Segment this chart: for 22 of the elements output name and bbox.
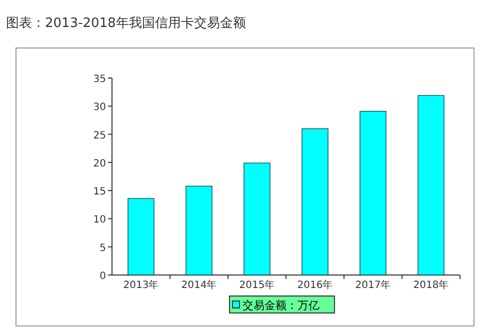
chart-title: 图表：2013-2018年我国信用卡交易金额: [6, 15, 246, 31]
bar: [186, 186, 212, 276]
bar: [302, 128, 328, 276]
y-tick-label: 20: [93, 158, 106, 170]
x-tick-label: 2016年: [297, 279, 333, 291]
y-tick-label: 30: [93, 102, 106, 114]
y-tick-label: 5: [100, 242, 106, 254]
y-tick-label: 0: [100, 271, 106, 282]
bar: [244, 162, 270, 276]
x-tick-label: 2015年: [239, 279, 275, 291]
x-tick-label: 2014年: [181, 279, 217, 291]
bar: [360, 110, 386, 276]
bar: [128, 198, 154, 276]
x-tick-label: 2013年: [123, 279, 159, 291]
bar: [418, 95, 444, 276]
y-tick-label: 15: [93, 186, 106, 198]
x-tick-label: 2018年: [413, 279, 449, 291]
x-tick-label: 2017年: [355, 279, 391, 291]
y-tick-label: 35: [93, 74, 106, 85]
y-tick-label: 25: [93, 130, 106, 142]
y-tick-label: 10: [93, 214, 106, 226]
legend-label: 交易金额：万亿: [242, 299, 320, 312]
